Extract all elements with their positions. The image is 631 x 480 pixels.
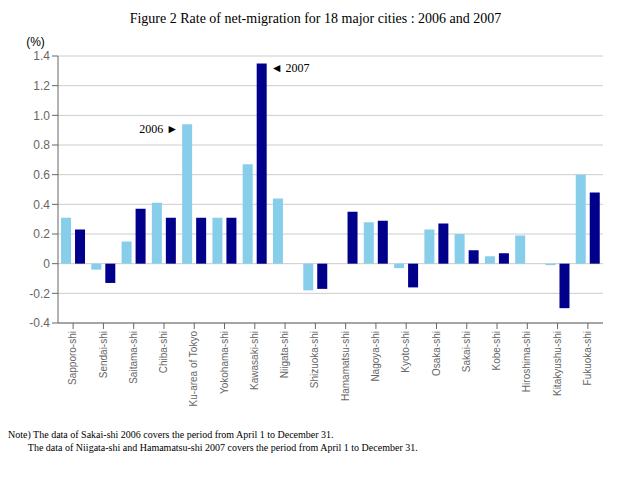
svg-text:Kobe-shi: Kobe-shi <box>491 331 502 370</box>
svg-text:Sakai-shi: Sakai-shi <box>461 331 472 372</box>
svg-text:1.0: 1.0 <box>33 109 50 123</box>
svg-text:Nagoya-shi: Nagoya-shi <box>370 331 381 382</box>
svg-text:Sapporo-shi: Sapporo-shi <box>67 331 78 385</box>
svg-text:Kyoto-shi: Kyoto-shi <box>400 331 411 373</box>
svg-text:Sendai-shi: Sendai-shi <box>98 331 109 378</box>
svg-text:(%): (%) <box>26 35 45 49</box>
svg-text:0.6: 0.6 <box>33 168 50 182</box>
svg-text:1.4: 1.4 <box>33 49 50 63</box>
svg-text:-0.2: -0.2 <box>29 287 50 301</box>
svg-text:◄ 2007: ◄ 2007 <box>271 61 310 75</box>
svg-text:2006 ►: 2006 ► <box>139 122 178 136</box>
svg-text:Niigata-shi: Niigata-shi <box>279 331 290 378</box>
svg-text:Kitakyushu-shi: Kitakyushu-shi <box>552 331 563 396</box>
svg-text:Fukuoka-shi: Fukuoka-shi <box>582 331 593 385</box>
svg-text:Kawasaki-shi: Kawasaki-shi <box>249 331 260 390</box>
svg-text:Hamamatsu-shi: Hamamatsu-shi <box>340 331 351 401</box>
html-text:Figure 2 Rate of net-migration: Figure 2 Rate of net-migration for 18 ma… <box>129 11 502 26</box>
svg-text:Shizuoka-shi: Shizuoka-shi <box>309 331 320 388</box>
svg-text:Osaka-shi: Osaka-shi <box>431 331 442 376</box>
svg-text:0.8: 0.8 <box>33 138 50 152</box>
html-text:The data of Niigata-shi and Ha: The data of Niigata-shi and Hamamatsu-sh… <box>8 442 418 453</box>
svg-text:Hiroshima-shi: Hiroshima-shi <box>521 331 532 392</box>
svg-text:0: 0 <box>43 257 50 271</box>
svg-text:0.2: 0.2 <box>33 227 50 241</box>
html-text:Note) The data of Sakai-shi 20: Note) The data of Sakai-shi 2006 covers … <box>8 429 334 440</box>
svg-text:-0.4: -0.4 <box>29 316 50 330</box>
svg-text:Chiba-shi: Chiba-shi <box>158 331 169 373</box>
svg-text:Saitama-shi: Saitama-shi <box>128 331 139 384</box>
svg-text:Ku-area of Tokyo: Ku-area of Tokyo <box>188 331 199 407</box>
svg-text:Yokohama-shi: Yokohama-shi <box>219 331 230 394</box>
svg-text:1.2: 1.2 <box>33 79 50 93</box>
svg-text:0.4: 0.4 <box>33 198 50 212</box>
